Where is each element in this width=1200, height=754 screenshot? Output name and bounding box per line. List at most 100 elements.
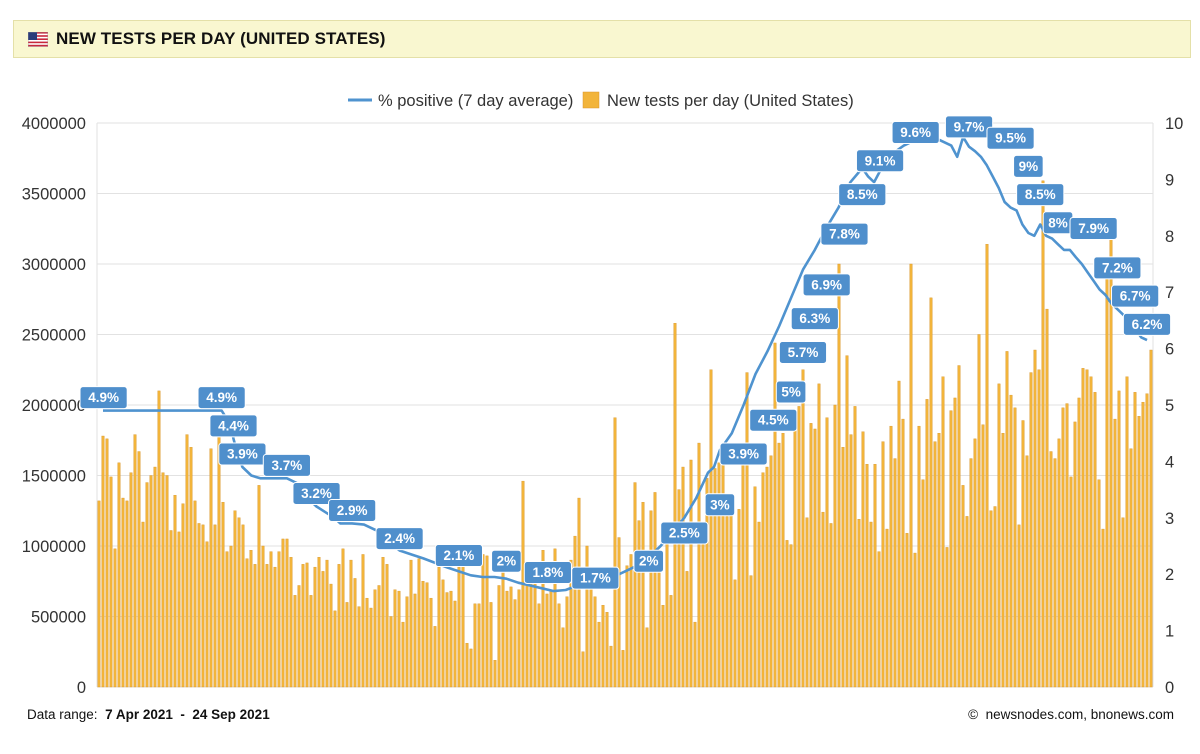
bar: [289, 557, 293, 688]
copyright-icon: ©: [968, 707, 979, 722]
bar: [565, 596, 569, 688]
bar: [525, 576, 529, 688]
data-label-box: [1111, 284, 1160, 308]
bar: [729, 509, 733, 688]
bar: [229, 545, 233, 688]
bar: [297, 585, 301, 688]
y-left-tick-label: 1000000: [22, 538, 86, 556]
bar: [365, 597, 369, 688]
bar: [1017, 524, 1021, 688]
bar: [353, 578, 357, 688]
bar: [573, 535, 577, 688]
bar: [1117, 390, 1121, 688]
bar: [1089, 376, 1093, 688]
bar: [209, 448, 213, 688]
bar: [613, 417, 617, 688]
legend-label: % positive (7 day average): [378, 92, 573, 110]
bar: [1049, 451, 1053, 688]
data-label: 8.5%: [1025, 187, 1056, 202]
data-label: 4.5%: [758, 413, 789, 428]
y-right-tick-label: 1: [1165, 623, 1174, 641]
bar: [117, 462, 121, 688]
data-label: 2.9%: [337, 503, 368, 518]
data-label-box: [802, 273, 851, 297]
bar: [349, 559, 353, 688]
bar: [1141, 401, 1145, 688]
y-right-tick-label: 7: [1165, 284, 1174, 302]
data-label-box: [855, 149, 905, 173]
bar: [777, 442, 781, 688]
bar: [769, 455, 773, 688]
bar: [693, 621, 697, 688]
us-flag-icon: [28, 31, 48, 47]
bar: [681, 466, 685, 688]
bar: [505, 590, 509, 688]
bar: [717, 462, 721, 688]
bar: [545, 593, 549, 688]
bar: [805, 517, 809, 688]
data-label: 6.3%: [799, 311, 830, 326]
bar: [813, 428, 817, 688]
bar: [593, 596, 597, 688]
bar: [629, 554, 633, 688]
bar: [137, 451, 141, 688]
bar: [501, 562, 505, 688]
bar: [1057, 438, 1061, 688]
bar: [789, 544, 793, 688]
bar: [901, 418, 905, 688]
data-range: Data range: 7 Apr 2021 - 24 Sep 2021: [27, 707, 270, 722]
bar: [469, 648, 473, 688]
bar: [125, 500, 129, 688]
data-label: 4.9%: [206, 390, 237, 405]
bar: [113, 548, 117, 688]
bar: [453, 600, 457, 688]
y-left-tick-label: 3000000: [22, 256, 86, 274]
y-right-tick-label: 0: [1165, 679, 1174, 697]
data-label-box: [1093, 256, 1142, 280]
bar: [313, 566, 317, 688]
bar: [685, 571, 689, 688]
data-range-separator: -: [180, 707, 185, 722]
bar: [341, 548, 345, 688]
bar: [689, 459, 693, 688]
bar: [377, 585, 381, 688]
data-label: 4.9%: [88, 390, 119, 405]
bar: [737, 509, 741, 688]
bar: [885, 528, 889, 688]
y-right-tick-label: 3: [1165, 510, 1174, 528]
bar: [773, 342, 777, 688]
bar: [197, 523, 201, 688]
bar: [877, 551, 881, 688]
bar: [381, 557, 385, 688]
bar: [617, 537, 621, 688]
data-label-box: [1122, 312, 1172, 336]
bar: [1053, 458, 1057, 688]
bar: [661, 605, 665, 688]
bar: [821, 511, 825, 688]
bar: [857, 519, 861, 688]
data-label-box: [986, 126, 1035, 150]
bar: [201, 524, 205, 688]
bar: [705, 478, 709, 688]
bar: [1085, 369, 1089, 688]
bar: [917, 425, 921, 688]
bar: [1081, 368, 1085, 688]
bar: [101, 435, 105, 688]
bar: [169, 530, 173, 688]
data-range-start: 7 Apr 2021: [105, 707, 173, 722]
bar: [465, 643, 469, 688]
bar: [849, 434, 853, 688]
bar: [1013, 407, 1017, 688]
bar: [817, 383, 821, 688]
source-credit: © newsnodes.com, bnonews.com: [968, 707, 1174, 722]
data-label: 2.1%: [444, 548, 475, 563]
data-range-label: Data range:: [27, 707, 98, 722]
bar: [893, 458, 897, 688]
bar: [589, 576, 593, 688]
bar: [529, 576, 533, 688]
bar: [625, 565, 629, 688]
bar: [633, 482, 637, 688]
data-label-box: [571, 566, 620, 590]
bar: [905, 533, 909, 688]
data-label: 9.7%: [954, 119, 985, 134]
